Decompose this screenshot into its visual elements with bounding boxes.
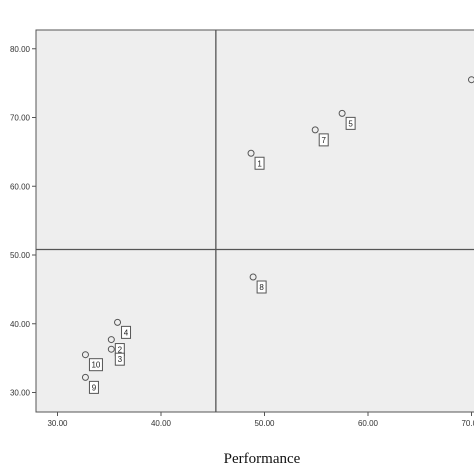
data-point-label: 5 — [348, 119, 353, 128]
data-point-marker — [311, 126, 319, 134]
y-tick-label: 40.00 — [10, 320, 31, 329]
y-tick-label: 60.00 — [10, 182, 31, 191]
data-point-label: 8 — [259, 283, 264, 292]
data-point-label-box — [256, 280, 267, 294]
x-tick-label: 60.00 — [358, 419, 379, 428]
data-point-label-box — [88, 380, 99, 394]
data-point-label-box — [318, 133, 329, 147]
reference-lines — [36, 30, 474, 412]
data-point-label: 1 — [257, 159, 262, 168]
data-point-marker — [114, 318, 122, 326]
data-point-label: 7 — [321, 136, 326, 145]
data-point-label-box — [121, 325, 132, 339]
data-point-label-box — [88, 358, 103, 372]
data-point-marker — [338, 109, 346, 117]
data-point-marker — [247, 149, 255, 157]
data-point-label-box — [345, 116, 356, 130]
plot-area — [35, 29, 474, 413]
x-tick-label: 30.00 — [47, 419, 68, 428]
y-axis-ticks: 30.00 40.00 50.00 60.00 70.00 80.00 — [10, 45, 36, 398]
y-tick-label: 70.00 — [10, 114, 31, 123]
x-tick-label: 70.00 — [461, 419, 474, 428]
y-tick-label: 50.00 — [10, 251, 31, 260]
data-point-marker — [249, 273, 257, 281]
data-point-marker — [81, 351, 89, 359]
data-point-label: 9 — [92, 383, 97, 392]
x-axis-ticks: 30.00 40.00 50.00 60.00 70.00 — [47, 412, 474, 428]
data-point-label: 4 — [124, 328, 129, 337]
data-point-label: 2 — [118, 346, 123, 355]
x-tick-label: 50.00 — [254, 419, 275, 428]
data-point-marker — [107, 336, 115, 344]
y-tick-label: 30.00 — [10, 389, 31, 398]
data-point-label-box — [254, 156, 265, 170]
data-point-label-box — [114, 352, 125, 366]
x-axis-label: Performance — [224, 451, 301, 467]
data-point-label: 3 — [118, 355, 123, 364]
data-point-marker — [468, 76, 474, 84]
x-tick-label: 40.00 — [151, 419, 172, 428]
data-point-label: 10 — [91, 361, 100, 370]
data-points: 12345678910 — [81, 76, 474, 394]
data-point-marker — [81, 373, 89, 381]
y-tick-label: 80.00 — [10, 45, 31, 54]
data-point-marker — [107, 345, 115, 353]
